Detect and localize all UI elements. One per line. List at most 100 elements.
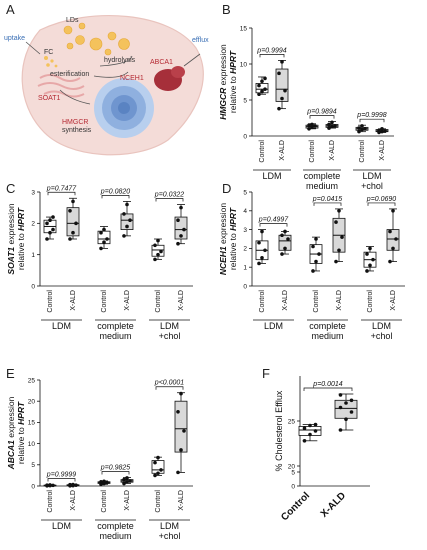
data-point [310, 125, 314, 130]
data-point [334, 259, 338, 264]
data-point [125, 202, 129, 207]
data-point [334, 220, 338, 224]
data-point [388, 259, 392, 264]
data-point [45, 483, 49, 487]
group-label: complete [97, 321, 134, 331]
data-point [357, 129, 361, 134]
x-category-label: Control [155, 490, 162, 513]
data-point [349, 410, 354, 414]
data-point [74, 483, 78, 487]
data-point [51, 227, 55, 232]
y-axis-title-line2: relative to HPRT [228, 50, 238, 113]
box-iqr [386, 229, 400, 251]
panel-a-label: A [6, 2, 15, 17]
x-category-label: X-ALD [379, 140, 386, 161]
data-point [310, 122, 314, 127]
data-point [122, 234, 126, 238]
x-category-label: X-ALD [390, 290, 397, 311]
data-point [394, 237, 398, 241]
data-point [280, 233, 284, 238]
group-label: LDM [262, 171, 281, 181]
label-uptake: uptake [4, 35, 25, 42]
data-point [280, 60, 284, 64]
data-point [153, 243, 157, 248]
x-category-label: X-ALD [279, 140, 286, 161]
y-axis-reference: HPRT [228, 207, 238, 231]
data-point [260, 79, 264, 84]
group-label: medium [99, 331, 131, 341]
y-tick-label: 15 [240, 25, 248, 32]
x-category-label: Control [359, 140, 366, 163]
y-axis-relative: relative to [16, 231, 26, 270]
p-value-label: p<0.0001 [154, 380, 184, 387]
y-tick-label: 2 [31, 221, 35, 228]
data-point [307, 127, 311, 131]
y-axis-title: % Cholesterol Efflux [274, 390, 284, 471]
group-label: +chol [159, 331, 181, 341]
p-value-label: p=0.9894 [306, 109, 336, 116]
data-point [257, 240, 261, 245]
data-point [128, 218, 132, 222]
y-tick-label: 0 [31, 283, 35, 290]
data-point [263, 87, 267, 91]
group-label: medium [306, 181, 338, 191]
data-point [388, 229, 392, 234]
y-tick-label: 1 [243, 265, 247, 272]
data-point [307, 123, 311, 127]
p-value-label: p=0.0014 [312, 381, 342, 388]
data-point [159, 468, 163, 472]
x-category-label: X-ALD [124, 490, 131, 511]
data-point [153, 460, 157, 465]
p-value-label: p=0.0415 [312, 196, 342, 203]
label-soat1: SOAT1 [38, 95, 61, 102]
panel-label-c: C [6, 181, 15, 196]
data-point [99, 479, 103, 484]
significance-bracket [367, 202, 396, 206]
group-label: LDM [52, 521, 71, 531]
y-tick-label: 10 [28, 441, 36, 448]
data-point [311, 244, 315, 249]
data-point [340, 235, 344, 239]
p-value-label: p=0.9999 [46, 472, 76, 479]
data-point [308, 423, 312, 428]
panel-label-f: F [262, 366, 270, 381]
y-axis-title: NCEH1 expression [218, 203, 228, 276]
p-value-label: p=0.0690 [366, 196, 396, 203]
label-nceh1: NCEH1 [120, 75, 144, 82]
data-point [153, 257, 157, 262]
x-category-label: X-ALD [336, 290, 343, 311]
data-point [363, 127, 367, 131]
data-point [314, 259, 318, 264]
data-point [105, 237, 109, 241]
data-point [122, 481, 126, 486]
data-point [48, 218, 52, 222]
data-point [344, 401, 348, 405]
panel-label-b: B [222, 2, 231, 17]
data-point [102, 240, 106, 244]
y-tick-label: 5 [31, 462, 35, 469]
data-point [156, 471, 160, 476]
y-tick-label: 4 [243, 208, 247, 215]
label-hydrolysis: hydrolysis [104, 57, 136, 64]
y-tick-label: 20 [28, 399, 36, 406]
y-tick-label: 25 [288, 418, 296, 425]
data-point [125, 476, 129, 480]
y-tick-label: 15 [28, 420, 36, 427]
x-category-label: Control [313, 290, 320, 313]
data-point [176, 218, 180, 222]
data-point [311, 269, 315, 273]
fc-cluster [44, 56, 58, 68]
data-point [68, 209, 72, 213]
data-point [317, 252, 321, 256]
data-point [333, 124, 337, 128]
data-point [391, 246, 395, 251]
y-axis-rest: expression [218, 203, 228, 247]
data-point [156, 455, 160, 460]
significance-bracket [47, 478, 76, 482]
y-axis-reference: HPRT [16, 401, 26, 425]
significance-bracket [303, 387, 353, 391]
panel-f-chart: F 0 520 25 % Cholesterol Efflux Control X-ALD p… [262, 366, 370, 523]
data-point [45, 221, 49, 226]
data-point [337, 248, 341, 253]
data-point [302, 426, 307, 431]
